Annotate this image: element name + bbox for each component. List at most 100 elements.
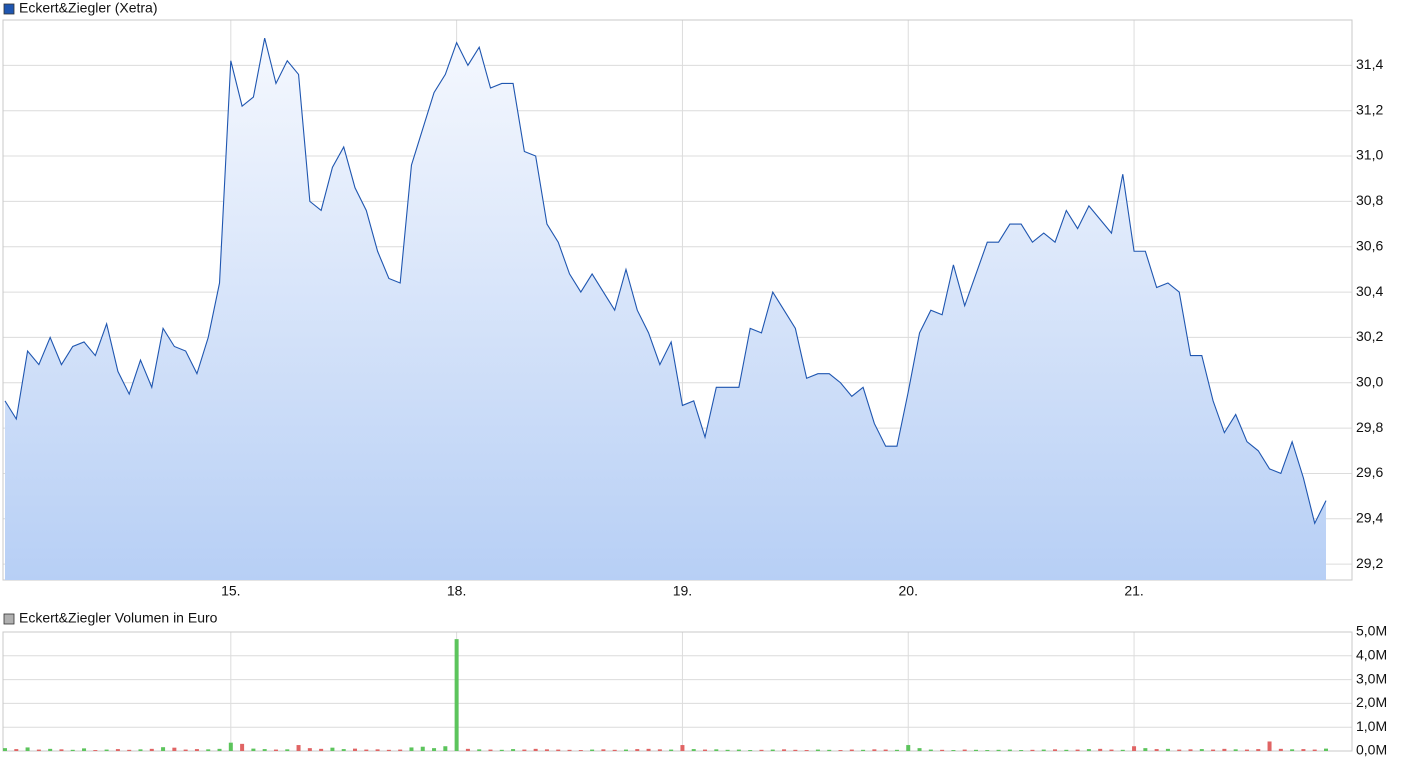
volume-bar (1007, 749, 1012, 751)
volume-bar (804, 750, 809, 751)
area-fill (5, 38, 1326, 580)
volume-bar (770, 749, 775, 751)
volume-bar (420, 746, 425, 751)
x-tick-label: 18. (447, 583, 466, 599)
volume-bar (1324, 748, 1328, 751)
volume-bar (917, 748, 922, 751)
volume-bar (59, 749, 64, 751)
volume-bar (578, 750, 583, 751)
volume-bar (725, 749, 730, 751)
y-tick-label: 4,0M (1356, 647, 1387, 663)
volume-bar (1143, 748, 1148, 751)
y-tick-label: 29,6 (1356, 464, 1383, 480)
volume-bar (172, 747, 177, 751)
volume-bar (590, 749, 595, 751)
volume-bar (1256, 749, 1261, 751)
volume-bar (973, 749, 978, 751)
volume-bar (465, 748, 470, 751)
x-tick-label: 15. (221, 583, 240, 599)
volume-bar (1064, 749, 1069, 751)
volume-bar (861, 749, 866, 751)
volume-bar (567, 749, 572, 751)
volume-bar (48, 748, 53, 751)
volume-bar (386, 749, 391, 751)
volume-bar (1098, 748, 1103, 751)
price-line (4, 38, 1327, 525)
volume-bar (217, 748, 222, 751)
x-tick-label: 21. (1124, 583, 1143, 599)
volume-bar (1278, 748, 1283, 751)
volume-bar (296, 745, 301, 751)
volume-bar (985, 750, 990, 751)
volume-bar (1301, 749, 1306, 751)
volume-bar (353, 748, 358, 751)
y-tick-label: 29,4 (1356, 509, 1383, 525)
plot-frame (2, 631, 1353, 752)
volume-bar (940, 749, 945, 751)
volume-bar (623, 749, 628, 751)
volume-bar (1244, 749, 1249, 751)
y-tick-label: 31,4 (1356, 56, 1383, 72)
volume-bar (827, 749, 832, 751)
volume-bar (748, 750, 753, 751)
volume-bar (544, 749, 549, 751)
y-tick-label: 31,0 (1356, 147, 1383, 163)
volume-bar (669, 749, 674, 751)
volume-bar (285, 749, 290, 751)
volume-bar (240, 743, 245, 751)
volume-bar (657, 749, 662, 751)
volume-bar (894, 749, 899, 751)
volume-bar (1154, 749, 1159, 751)
y-tick-label: 29,2 (1356, 555, 1383, 571)
volume-bar (759, 749, 764, 751)
y-tick-label: 2,0M (1356, 694, 1387, 710)
volume-bar (1075, 749, 1080, 751)
volume-bar (161, 747, 166, 751)
volume-bar (1019, 750, 1024, 751)
volume-bar (928, 749, 933, 751)
volume-bar (1109, 749, 1114, 751)
volume-bar (703, 749, 708, 751)
volume-bar (1030, 749, 1035, 751)
y-tick-label: 1,0M (1356, 718, 1387, 734)
volume-bar (194, 749, 199, 751)
volume-bar (1177, 749, 1182, 751)
volume-bar (1041, 749, 1046, 751)
volume-bar (680, 745, 685, 751)
volume-bar (736, 749, 741, 751)
legend-swatch (3, 3, 15, 15)
volume-bar (115, 749, 120, 751)
volume-bar (1120, 749, 1125, 751)
volume-bar (1086, 749, 1091, 751)
volume-bar (409, 747, 414, 751)
volume-bar (228, 742, 233, 751)
volume-bar (996, 749, 1001, 751)
volume-bar (330, 747, 335, 751)
volume-bar (36, 749, 41, 751)
volume-bar (782, 749, 787, 751)
volume-bar (127, 749, 132, 751)
volume-bar (1199, 749, 1204, 751)
y-tick-label: 30,6 (1356, 237, 1383, 253)
volume-bar (262, 749, 267, 751)
y-tick-label: 0,0M (1356, 742, 1387, 758)
volume-bar (849, 749, 854, 751)
volume-bar (511, 749, 516, 751)
volume-bar (183, 749, 188, 751)
y-tick-label: 30,8 (1356, 192, 1383, 208)
volume-bar (432, 748, 437, 751)
volume-bar (1312, 749, 1317, 751)
y-tick-label: 5,0M (1356, 623, 1387, 639)
x-tick-label: 20. (899, 583, 918, 599)
volume-bar (612, 749, 617, 751)
volume-bar (646, 748, 651, 751)
volume-bar (477, 749, 482, 751)
volume-bar (793, 749, 798, 751)
legend-swatch (3, 613, 15, 625)
y-tick-label: 30,0 (1356, 373, 1383, 389)
volume-bar (93, 750, 98, 751)
volume-bar (364, 749, 369, 751)
volume-bar (522, 749, 527, 751)
volume-bar (375, 749, 380, 751)
volume-bar (82, 748, 87, 751)
